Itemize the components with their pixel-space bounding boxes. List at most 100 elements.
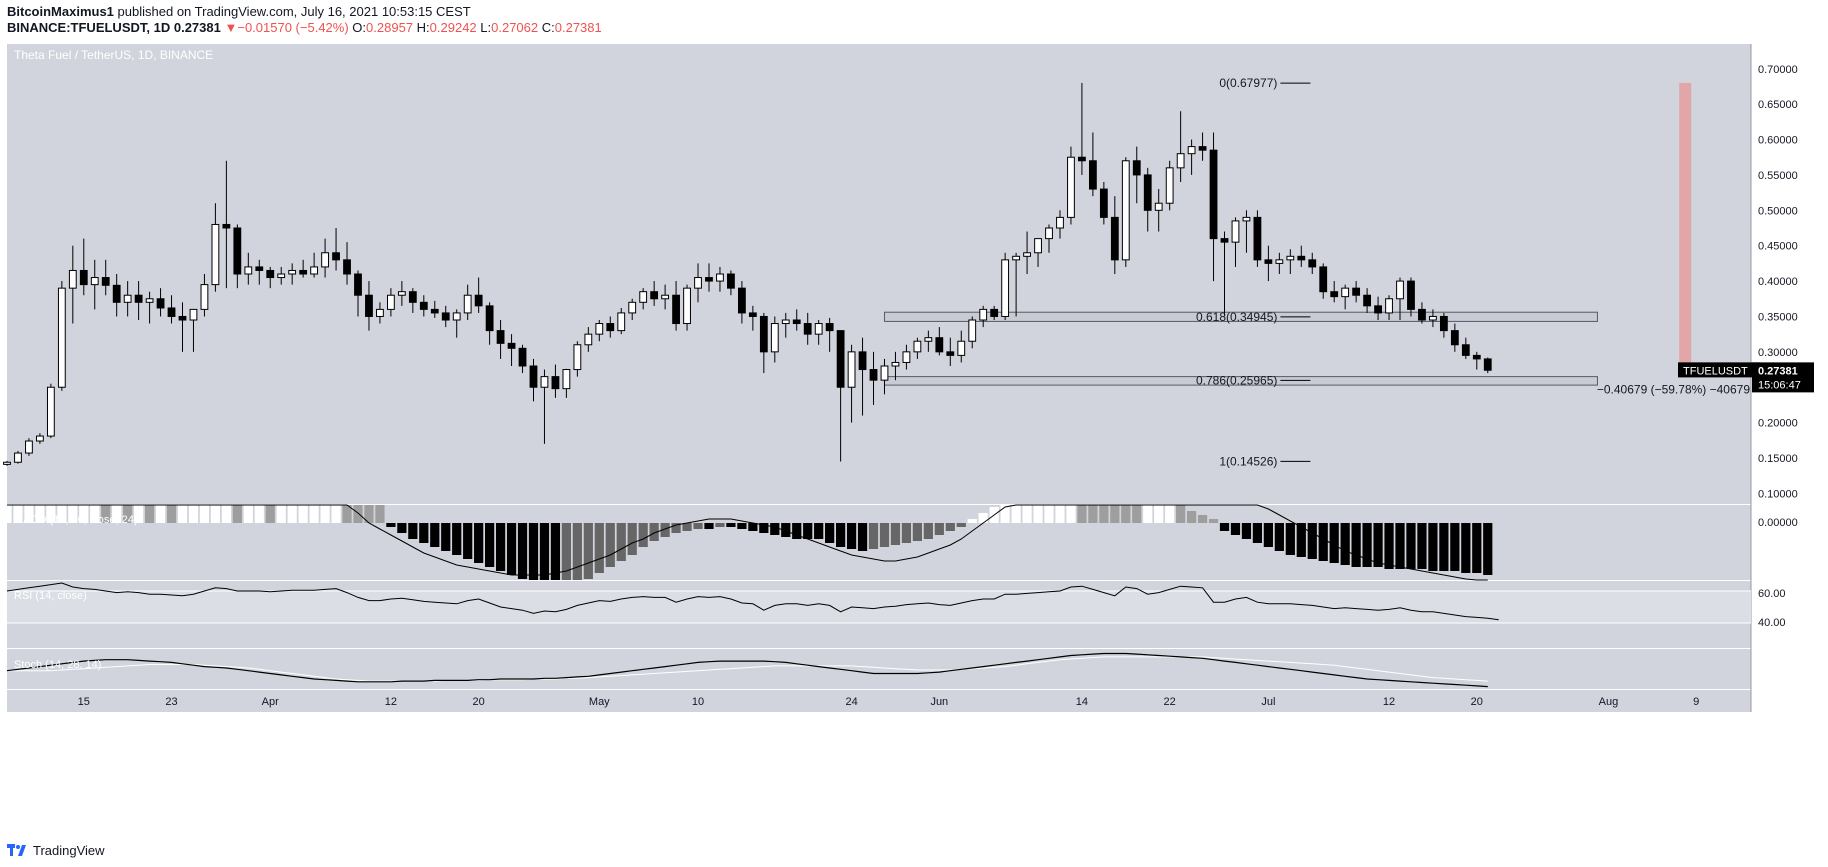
- price-tag-symbol: TFUELUSDT: [1683, 365, 1748, 377]
- macd-histogram-bar: [1099, 505, 1109, 523]
- chart-area[interactable]: 0(0.67977) 0.618(0.34945) 0.786(0.25965) 1(…: [0, 44, 1828, 829]
- tradingview-brand[interactable]: TradingView: [33, 842, 105, 858]
- candle-body: [101, 277, 110, 286]
- tradingview-logo-icon[interactable]: [7, 843, 29, 857]
- macd-histogram-bar: [1033, 505, 1043, 523]
- high-value: 0.29242: [429, 20, 477, 35]
- macd-histogram-bar: [605, 523, 615, 567]
- time-axis[interactable]: [7, 690, 1751, 712]
- macd-histogram-bar: [627, 523, 637, 555]
- macd-histogram-bar: [287, 505, 297, 523]
- candle-body: [1352, 287, 1361, 296]
- candle-body: [178, 315, 187, 321]
- macd-histogram-bar: [1329, 523, 1339, 563]
- macd-histogram-bar: [1384, 523, 1394, 569]
- macd-histogram-bar: [364, 505, 374, 523]
- candle-body: [68, 269, 77, 289]
- macd-histogram-bar: [912, 523, 922, 541]
- x-tick-label: 20: [473, 696, 485, 708]
- macd-histogram-bar: [649, 523, 659, 541]
- candle-body: [737, 287, 746, 314]
- candle-body: [79, 269, 88, 286]
- macd-histogram-bar: [485, 523, 495, 567]
- candle-body: [595, 323, 604, 335]
- y-tick-label: 0.20000: [1758, 418, 1798, 430]
- candle-body: [1187, 146, 1196, 155]
- candle-body: [1450, 330, 1459, 346]
- y-tick-label: 0.45000: [1758, 241, 1798, 253]
- macd-histogram-bar: [419, 523, 429, 543]
- low-label: L:: [480, 20, 492, 35]
- candle-body: [255, 266, 264, 271]
- macd-histogram-bar: [890, 523, 901, 545]
- macd-histogram-bar: [1351, 523, 1361, 567]
- macd-histogram-bar: [276, 505, 286, 523]
- candle-body: [869, 369, 878, 381]
- macd-histogram-bar: [1022, 505, 1032, 523]
- macd-histogram-bar: [781, 523, 791, 537]
- candle-body: [1396, 280, 1404, 300]
- x-tick-label: 15: [78, 696, 90, 708]
- candle-body: [3, 461, 11, 465]
- candle-body: [46, 386, 55, 437]
- macd-histogram-bar: [452, 523, 462, 555]
- rsi-band: [7, 591, 1751, 623]
- candle-body: [759, 315, 768, 353]
- low-value: 0.27062: [491, 20, 539, 35]
- candle-body: [408, 291, 417, 303]
- macd-histogram-bar: [1318, 523, 1328, 561]
- stoch-pane[interactable]: [7, 649, 1751, 689]
- candle-body: [1231, 220, 1240, 243]
- candle-body: [803, 323, 812, 335]
- candle-body: [1209, 149, 1218, 240]
- candle-body: [770, 323, 779, 353]
- x-tick-label: 20: [1471, 696, 1483, 708]
- price-pane[interactable]: [7, 44, 1751, 504]
- macd-histogram-bar: [792, 523, 802, 539]
- x-tick-label: May: [589, 696, 610, 708]
- macd-histogram-bar: [945, 523, 955, 531]
- macd-histogram-bar: [748, 523, 758, 531]
- macd-histogram-bar: [1362, 523, 1372, 567]
- macd-pane[interactable]: [7, 505, 1751, 580]
- candle-body: [1220, 238, 1229, 243]
- macd-histogram-bar: [430, 523, 440, 547]
- candle-body: [606, 323, 615, 332]
- current-price-tag: TFUELUSDT 0.27381 15:06:47: [1678, 362, 1814, 393]
- y-tick-label: 0.15000: [1758, 453, 1798, 465]
- candle-body: [200, 284, 209, 310]
- macd-histogram-bar: [737, 523, 747, 529]
- candle-body: [156, 298, 165, 309]
- macd-histogram-bar: [177, 505, 188, 523]
- author-name[interactable]: BitcoinMaximus1: [7, 4, 114, 19]
- rsi-tick-60: 60.00: [1758, 588, 1786, 600]
- macd-histogram-bar: [166, 505, 177, 523]
- macd-histogram-bar: [2, 505, 12, 523]
- macd-histogram-bar: [353, 505, 363, 523]
- publish-info: BitcoinMaximus1 published on TradingView…: [7, 4, 471, 19]
- macd-histogram-bar: [441, 523, 451, 551]
- stoch-k-line: [6, 652, 1488, 688]
- macd-histogram-bar: [1472, 523, 1482, 573]
- candle-body: [1001, 259, 1010, 317]
- macd-histogram-bar: [375, 505, 385, 523]
- macd-histogram-bar: [331, 505, 341, 523]
- macd-histogram-bar: [715, 523, 725, 527]
- candle-body: [935, 337, 944, 353]
- candle-body: [452, 312, 461, 321]
- candle-body: [463, 294, 472, 314]
- price-tag-value: 0.27381: [1758, 365, 1798, 377]
- macd-histogram-bar: [923, 523, 933, 539]
- x-tick-label: 10: [692, 696, 704, 708]
- chart-title: Theta Fuel / TetherUS, 1D, BINANCE: [14, 48, 213, 62]
- candle-body: [1132, 160, 1141, 176]
- candle-body: [354, 273, 362, 296]
- macd-histogram-bar: [572, 523, 582, 580]
- candle-body: [1154, 202, 1163, 211]
- candle-body: [112, 284, 121, 303]
- candle-body: [1121, 160, 1130, 261]
- macd-histogram-bar: [693, 523, 703, 529]
- macd-histogram-bar: [660, 523, 670, 537]
- candle-body: [1110, 216, 1119, 261]
- macd-histogram-bar: [1066, 505, 1076, 523]
